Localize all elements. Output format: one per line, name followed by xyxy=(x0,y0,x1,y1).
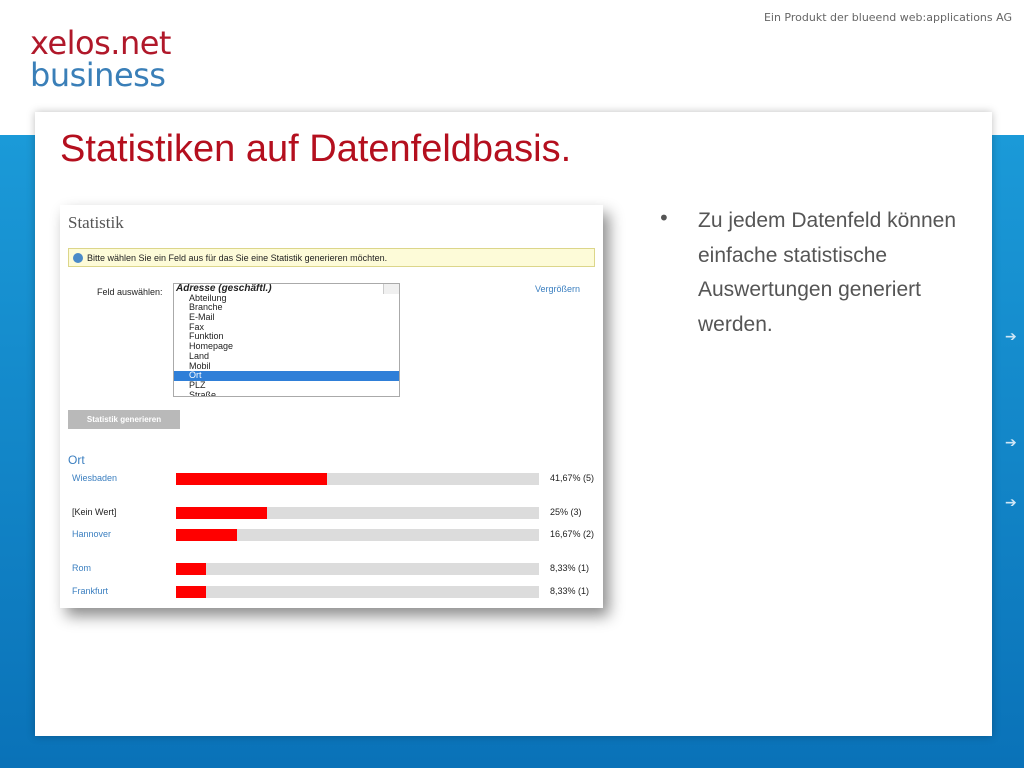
arrow: ➔ xyxy=(1005,495,1017,511)
row-value-label: 16,67% (2) xyxy=(550,529,595,539)
bar xyxy=(176,507,267,519)
row-name: [Kein Wert] xyxy=(72,507,117,517)
logo-top: xelos.net xyxy=(30,24,171,62)
list-option[interactable]: Abteilung xyxy=(189,292,227,303)
bar-track xyxy=(176,586,539,598)
row-name: Frankfurt xyxy=(72,586,109,596)
row-value-label: 8,33% (1) xyxy=(550,586,590,596)
arrow: ➔ xyxy=(1005,435,1017,451)
row-value-label: 25% (3) xyxy=(550,507,582,517)
field-label: Feld auswählen: xyxy=(97,287,163,297)
list-option[interactable]: Ort xyxy=(174,370,399,381)
list-option[interactable]: Mobil xyxy=(189,360,211,371)
tagline: Ein Produkt der blueend web:applications… xyxy=(763,11,1012,24)
list-option[interactable]: Straße xyxy=(189,389,217,397)
info-text: Bitte wählen Sie ein Feld aus für das Si… xyxy=(87,253,388,263)
list-option[interactable]: E-Mail xyxy=(189,312,215,323)
row-name: Wiesbaden xyxy=(72,473,118,483)
row-name: Rom xyxy=(72,563,92,573)
row-name: Hannover xyxy=(72,529,112,539)
list-option[interactable]: Homepage xyxy=(189,341,234,352)
row-value-label: 8,33% (1) xyxy=(550,563,590,573)
generate-button[interactable]: Statistik generieren xyxy=(68,410,180,429)
bar-track xyxy=(176,563,539,575)
scrollbar[interactable] xyxy=(383,284,399,294)
arrow: ➔ xyxy=(1005,329,1017,345)
field-list[interactable]: Adresse (geschäftl.) Abteilung Branche E-Ma… xyxy=(173,283,400,397)
slide-title: Statistiken auf Datenfeldbasis. xyxy=(60,128,572,170)
list-option[interactable]: Land xyxy=(189,350,210,361)
bar xyxy=(176,586,207,598)
bar-track xyxy=(176,529,539,541)
list-option[interactable]: PLZ xyxy=(189,379,206,390)
info-box: Bitte wählen Sie ein Feld aus für das Si… xyxy=(68,248,595,267)
list-option[interactable]: Branche xyxy=(189,302,223,313)
list-option[interactable]: Funktion xyxy=(189,331,224,342)
bar-track xyxy=(176,473,539,485)
logo-bottom: business xyxy=(30,56,166,94)
app-screenshot: Statistik Bitte wählen Sie ein Feld aus … xyxy=(60,205,603,608)
bullet-text: Zu jedem Datenfeld können einfache stati… xyxy=(698,209,956,336)
row-value-label: 41,67% (5) xyxy=(550,473,595,483)
list-option[interactable]: Adresse (geschäftl.) xyxy=(176,283,272,294)
result-title: Ort xyxy=(68,453,85,467)
info-icon xyxy=(73,253,83,263)
bar-track xyxy=(176,507,539,519)
bar xyxy=(176,473,328,485)
enlarge-link[interactable]: Vergrößern xyxy=(535,284,581,294)
app-heading: Statistik xyxy=(68,213,124,232)
list-option[interactable]: Fax xyxy=(189,321,205,332)
bar xyxy=(176,563,207,575)
bullet-dot: • xyxy=(658,206,670,230)
bar xyxy=(176,529,237,541)
